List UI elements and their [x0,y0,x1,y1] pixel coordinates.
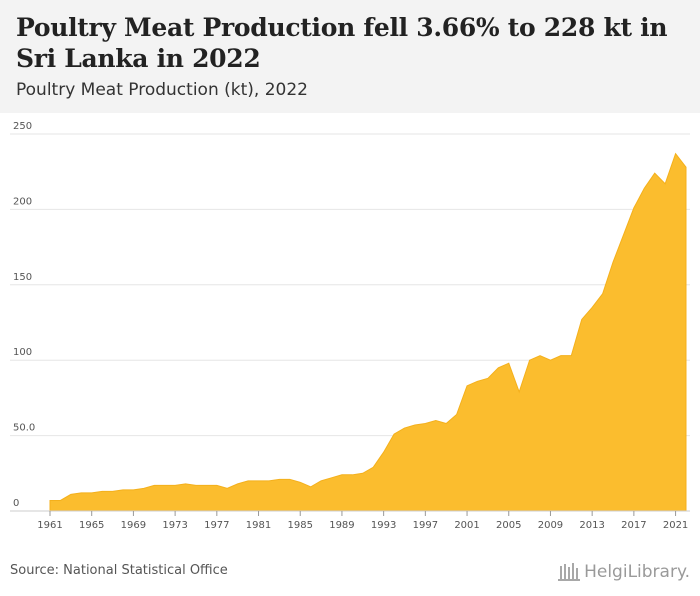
y-tick-label: 100 [13,347,32,358]
brand-logo[interactable]: HelgiLibrary. [558,561,690,583]
x-tick-label: 1985 [288,520,313,531]
x-tick-label: 1965 [79,520,104,531]
source-note: Source: National Statistical Office [10,563,228,578]
x-tick-label: 1977 [204,520,229,531]
x-tick-label: 1993 [371,520,396,531]
x-tick-label: 1969 [121,520,146,531]
x-tick-label: 2001 [454,520,479,531]
x-tick-label: 1981 [246,520,271,531]
x-tick-label: 2013 [579,520,604,531]
x-tick-label: 2017 [621,520,646,531]
y-tick-label: 50.0 [13,423,35,434]
x-tick-label: 1961 [37,520,62,531]
chart-subtitle: Poultry Meat Production (kt), 2022 [16,80,308,100]
x-tick-label: 2021 [663,520,688,531]
x-tick-label: 2009 [538,520,563,531]
x-tick-label: 1989 [329,520,354,531]
chart-area: 0 50.0 100 150 200 250 1961 1965 1969 1973 1977 198… [0,113,700,543]
x-tick-label: 1973 [162,520,187,531]
y-tick-label: 250 [13,121,32,132]
y-tick-label: 0 [13,498,19,509]
x-tick-label: 2005 [496,520,521,531]
page-title: Poultry Meat Production fell 3.66% to 22… [16,13,668,73]
series-area [49,152,687,512]
y-tick-label: 150 [13,272,32,283]
area-chart: 0 50.0 100 150 200 250 1961 1965 1969 1973 1977 198… [10,121,690,531]
x-tick-label: 1997 [413,520,438,531]
y-tick-label: 200 [13,196,32,207]
brand-name: HelgiLibrary. [584,562,690,582]
header: Poultry Meat Production fell 3.66% to 22… [0,0,700,113]
library-building-icon [558,563,581,581]
